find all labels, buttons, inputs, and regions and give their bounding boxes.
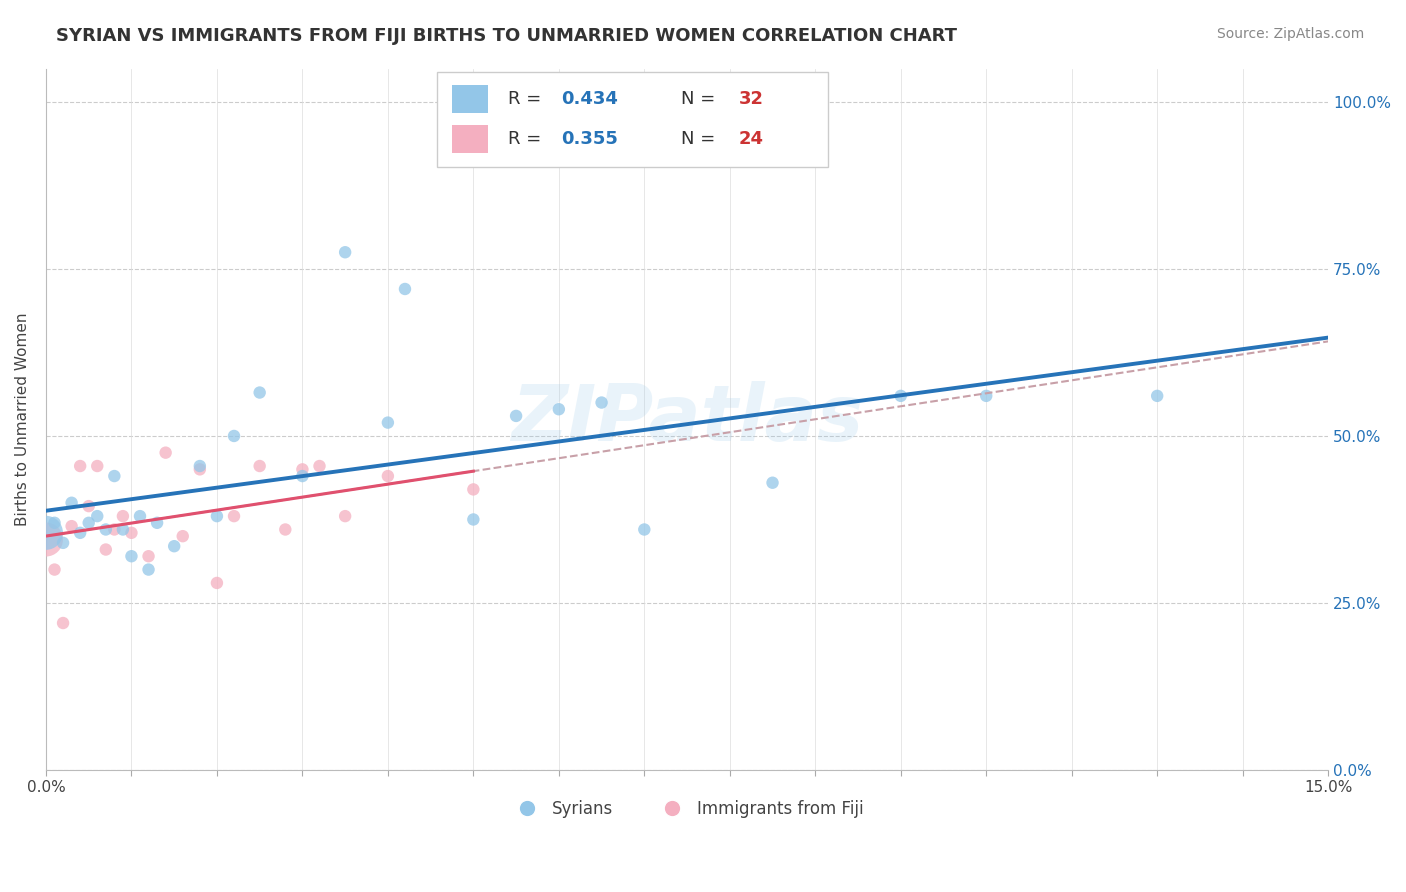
Point	[274, 523, 297, 537]
Point	[103, 523, 125, 537]
Text: R =: R =	[508, 90, 547, 108]
Y-axis label: Births to Unmarried Women: Births to Unmarried Women	[15, 312, 30, 526]
Point	[463, 483, 485, 497]
Point	[60, 519, 83, 533]
Point	[591, 395, 613, 409]
Point	[69, 458, 91, 473]
Text: 32: 32	[738, 90, 763, 108]
Point	[138, 563, 160, 577]
Point	[633, 523, 655, 537]
Text: N =: N =	[681, 90, 721, 108]
Point	[188, 462, 211, 476]
Point	[120, 549, 142, 564]
Point	[308, 458, 330, 473]
Point	[1146, 389, 1168, 403]
Point	[60, 496, 83, 510]
Point	[86, 458, 108, 473]
Text: 24: 24	[738, 129, 763, 148]
Point	[111, 509, 134, 524]
Point	[291, 462, 314, 476]
Text: 0.434: 0.434	[561, 90, 619, 108]
Point	[222, 509, 245, 524]
Point	[377, 469, 399, 483]
Point	[163, 539, 186, 553]
Point	[44, 563, 66, 577]
Point	[249, 458, 271, 473]
Point	[222, 429, 245, 443]
Point	[761, 475, 783, 490]
Point	[377, 416, 399, 430]
Point	[291, 469, 314, 483]
Point	[205, 576, 228, 591]
Point	[205, 509, 228, 524]
Point	[974, 389, 997, 403]
Point	[138, 549, 160, 564]
Point	[77, 499, 100, 513]
Point	[172, 529, 194, 543]
FancyBboxPatch shape	[437, 72, 828, 167]
Point	[120, 525, 142, 540]
Text: Source: ZipAtlas.com: Source: ZipAtlas.com	[1216, 27, 1364, 41]
Point	[111, 523, 134, 537]
Point	[547, 402, 569, 417]
Point	[463, 512, 485, 526]
Point	[86, 509, 108, 524]
Text: ZIPatlas: ZIPatlas	[510, 381, 863, 458]
Point	[890, 389, 912, 403]
Point	[188, 458, 211, 473]
Point	[35, 533, 58, 547]
Point	[94, 542, 117, 557]
Text: 0.355: 0.355	[561, 129, 619, 148]
Point	[394, 282, 416, 296]
Point	[44, 516, 66, 530]
Point	[69, 525, 91, 540]
Text: R =: R =	[508, 129, 547, 148]
FancyBboxPatch shape	[453, 125, 488, 153]
Text: SYRIAN VS IMMIGRANTS FROM FIJI BIRTHS TO UNMARRIED WOMEN CORRELATION CHART: SYRIAN VS IMMIGRANTS FROM FIJI BIRTHS TO…	[56, 27, 957, 45]
Point	[77, 516, 100, 530]
Point	[505, 409, 527, 423]
Point	[35, 525, 58, 540]
FancyBboxPatch shape	[453, 85, 488, 112]
Point	[129, 509, 152, 524]
Point	[94, 523, 117, 537]
Legend: Syrians, Immigrants from Fiji: Syrians, Immigrants from Fiji	[503, 794, 870, 825]
Point	[155, 445, 177, 459]
Point	[103, 469, 125, 483]
Point	[333, 509, 356, 524]
Point	[249, 385, 271, 400]
Point	[52, 615, 75, 630]
Point	[333, 245, 356, 260]
Point	[52, 536, 75, 550]
Point	[146, 516, 169, 530]
Text: N =: N =	[681, 129, 721, 148]
